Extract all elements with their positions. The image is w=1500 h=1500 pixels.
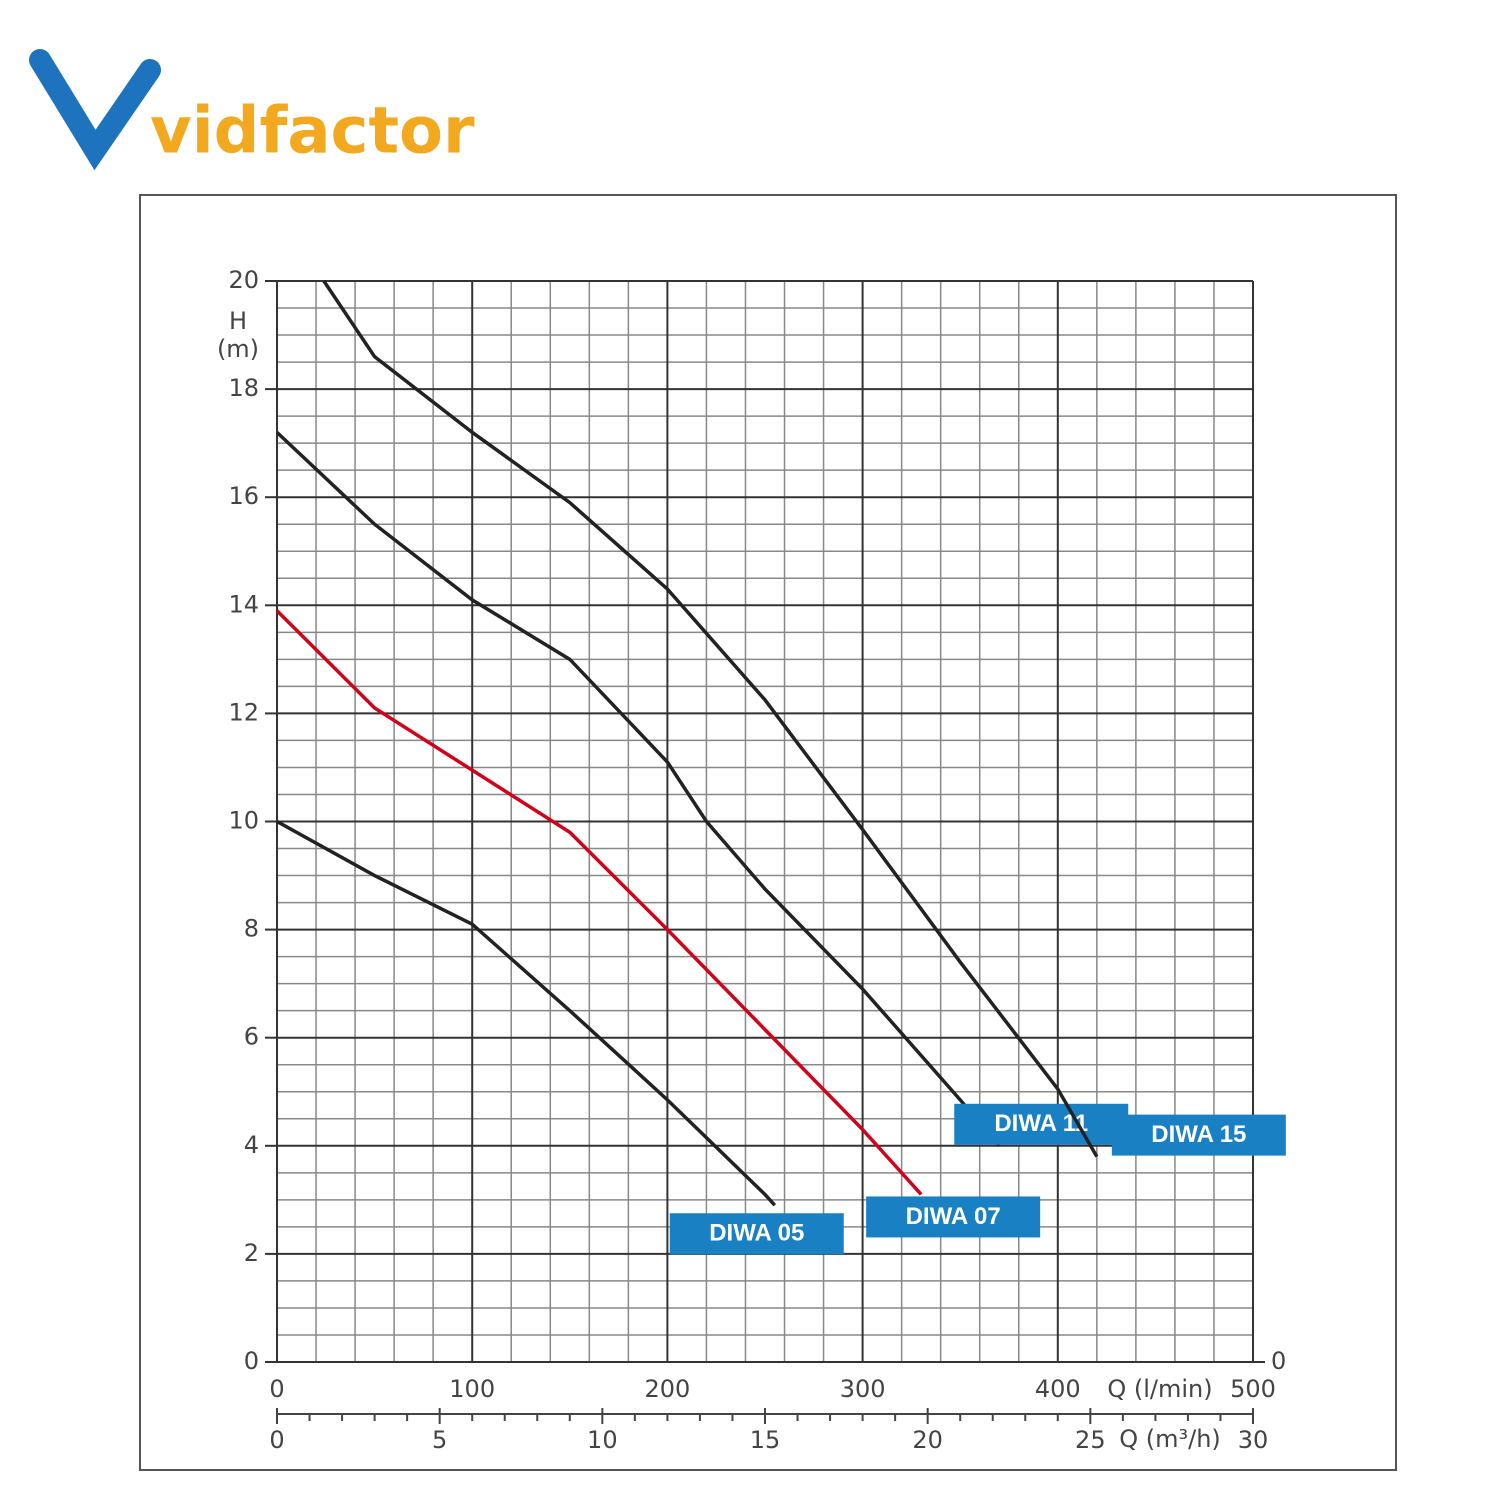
y-tick-label: 18 (228, 374, 259, 402)
x2-tick-label: 5 (432, 1426, 447, 1454)
series-line (276, 819, 777, 1207)
frame (139, 194, 1397, 1471)
y-tick-label: 6 (244, 1023, 259, 1051)
x-tick-label: 300 (840, 1375, 886, 1403)
series-label-box (1111, 1114, 1286, 1156)
series-label-text: DIWA 15 (1151, 1121, 1246, 1148)
x2-tick-label: 20 (912, 1426, 943, 1454)
x-tick-label: 400 (1035, 1375, 1081, 1403)
series-label-box (866, 1196, 1041, 1238)
series-label: DIWA 05 (669, 1213, 844, 1255)
y2-tick-label: 0 (1271, 1347, 1286, 1375)
series-label-text: DIWA 07 (906, 1203, 1001, 1230)
series-label: DIWA 15 (1111, 1114, 1286, 1156)
x-tick-label: 200 (644, 1375, 690, 1403)
series-line (322, 280, 1099, 1158)
x2-tick-label: 10 (587, 1426, 618, 1454)
y-tick-label: 8 (244, 915, 259, 943)
series-label-box (669, 1213, 844, 1255)
y-tick-label: 12 (228, 698, 259, 726)
y-tick-label: 20 (228, 266, 259, 294)
x2-tick-label: 30 (1238, 1426, 1269, 1454)
y-tick-label: 10 (228, 807, 259, 835)
series-label-text: DIWA 05 (709, 1220, 804, 1247)
series-label-box (954, 1103, 1129, 1145)
x-tick-label: 0 (269, 1375, 284, 1403)
x-axis-label: Q (l/min) (1107, 1375, 1212, 1403)
x-tick-label: 500 (1230, 1375, 1276, 1403)
logo-text: vidfactor (150, 95, 475, 169)
x2-tick-label: 25 (1075, 1426, 1106, 1454)
y-axis-label: H (229, 307, 247, 335)
y-tick-label: 4 (244, 1131, 259, 1159)
x2-axis-label: Q (m³/h) (1119, 1425, 1221, 1453)
y-tick-label: 16 (228, 482, 259, 510)
x2-tick-label: 0 (269, 1426, 284, 1454)
logo: vidfactor (29, 49, 475, 171)
y-tick-label: 14 (228, 590, 259, 618)
y-axis-unit: (m) (217, 335, 259, 363)
series-label: DIWA 11 (954, 1103, 1129, 1145)
x-tick-label: 100 (449, 1375, 495, 1403)
logo-mark (29, 49, 161, 171)
series-line (275, 431, 1001, 1147)
series-line (275, 609, 923, 1196)
x2-tick-label: 15 (750, 1426, 781, 1454)
y-tick-label: 2 (244, 1239, 259, 1267)
series-label: DIWA 07 (866, 1196, 1041, 1238)
y-tick-label: 0 (244, 1347, 259, 1375)
